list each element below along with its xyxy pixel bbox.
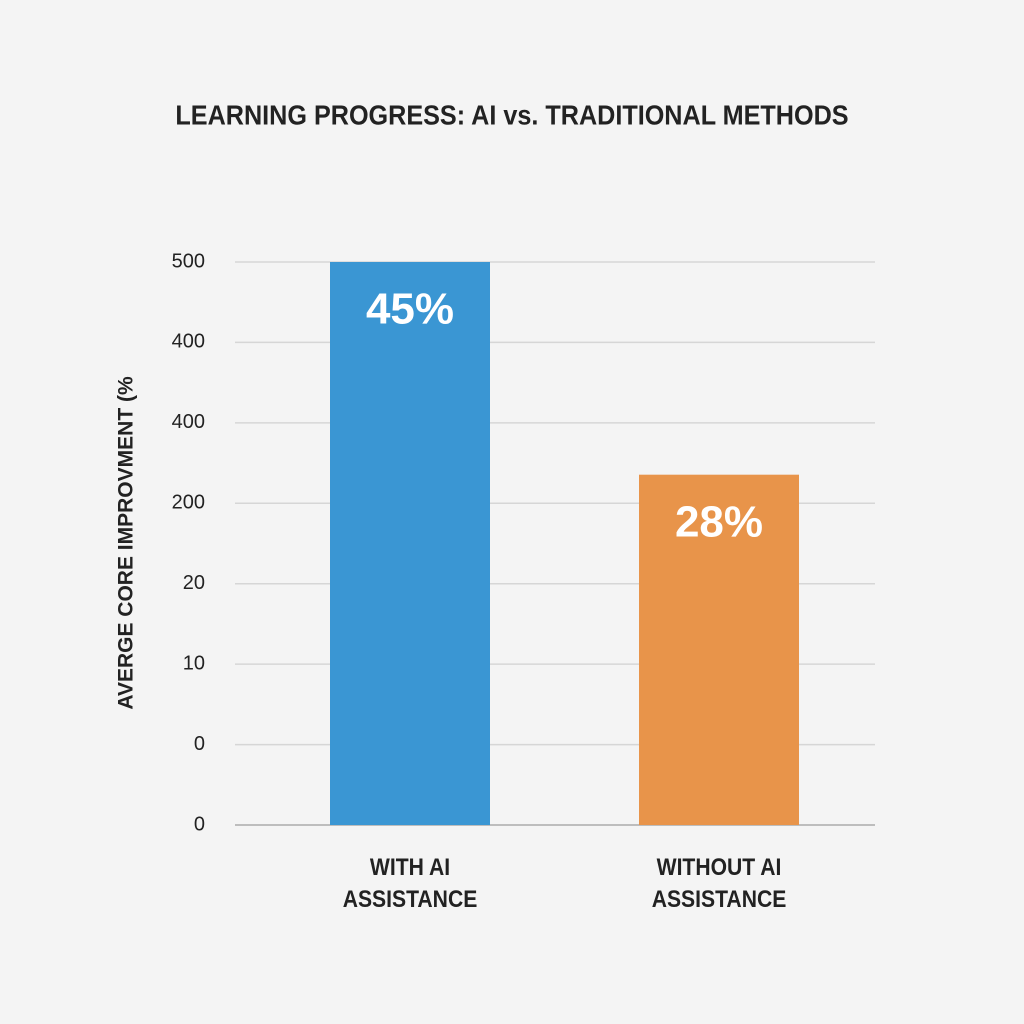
y-tick-label: 0 bbox=[194, 733, 205, 755]
bar-value-label: 28% bbox=[675, 497, 763, 546]
y-tick-label: 0 bbox=[194, 813, 205, 835]
chart-title: LEARNING PROGRESS: AI vs. TRADITIONAL ME… bbox=[175, 99, 848, 131]
y-tick-label: 500 bbox=[172, 250, 205, 272]
x-tick-label: WITH AI ASSISTANCE bbox=[342, 854, 478, 913]
y-tick-label: 200 bbox=[172, 492, 205, 514]
y-tick-label: 400 bbox=[172, 331, 205, 353]
bar bbox=[330, 262, 490, 825]
x-tick-label: WITHOUT AI ASSISTANCE bbox=[651, 854, 787, 913]
y-axis-title: AVERGE CORE IMPROVMENT (% bbox=[115, 376, 138, 710]
y-tick-label: 10 bbox=[183, 652, 205, 674]
bar-value-label: 45% bbox=[366, 285, 454, 334]
bar bbox=[639, 474, 799, 825]
y-tick-label: 400 bbox=[172, 411, 205, 433]
y-tick-label: 20 bbox=[183, 572, 205, 594]
